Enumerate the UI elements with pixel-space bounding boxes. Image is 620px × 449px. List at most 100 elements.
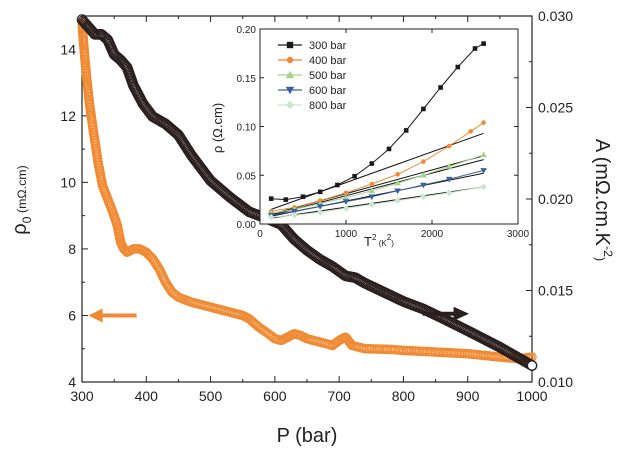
end-marker bbox=[527, 360, 537, 371]
x-tick-label: 700 bbox=[327, 388, 351, 404]
inset-data-point bbox=[421, 106, 426, 112]
inset-data-point bbox=[446, 143, 452, 149]
y-left-tick-label: 10 bbox=[60, 174, 76, 190]
y-right-tick-label: 0.025 bbox=[538, 100, 573, 116]
inset-data-point bbox=[445, 163, 453, 169]
inset-x-axis-title-part: ) bbox=[391, 239, 394, 248]
inset-data-point bbox=[317, 189, 323, 195]
x-tick-label: 800 bbox=[392, 388, 416, 404]
inset-data-point bbox=[268, 196, 274, 201]
inset-y-tick-label: 0.10 bbox=[237, 123, 257, 134]
y-right-axis-title-part: ) bbox=[593, 257, 607, 261]
inset-frame bbox=[259, 28, 519, 225]
inset-data-point bbox=[267, 213, 275, 221]
inset-data-point bbox=[395, 171, 400, 177]
legend-marker bbox=[285, 70, 295, 79]
inset-data-point bbox=[420, 182, 427, 189]
y-left-axis-title-part: 0 bbox=[20, 216, 34, 223]
x-tick-label: 900 bbox=[456, 388, 480, 404]
arrow-left-head bbox=[88, 308, 103, 323]
inset-data-point bbox=[283, 197, 289, 202]
legend-label: 600 bar bbox=[309, 85, 347, 97]
inset-data-point bbox=[403, 128, 409, 133]
y-left-tick-label: 12 bbox=[60, 108, 76, 124]
inset-x-tick-label: 2000 bbox=[421, 229, 444, 240]
inset-x-tick-label: 0 bbox=[257, 229, 263, 240]
inset-x-tick-label: 1000 bbox=[335, 229, 358, 240]
y-right-axis-title: A (mΩ.cm.K-2) bbox=[591, 139, 615, 261]
main-plot: 300 400 500 600 700 800 900 1000 4 6 8 10 12 14 0.010 0… bbox=[9, 8, 615, 447]
x-axis-title: P (bar) bbox=[277, 425, 338, 447]
inset-data-point bbox=[342, 199, 350, 205]
x-tick-label: 1000 bbox=[516, 388, 547, 404]
legend-label: 500 bar bbox=[309, 70, 347, 82]
inset-data-point bbox=[481, 120, 486, 125]
inset-y-tick-label: 0.15 bbox=[237, 74, 257, 85]
inset-fit-line bbox=[271, 159, 484, 216]
inset-data-point bbox=[368, 187, 376, 194]
inset-data-point bbox=[386, 146, 392, 152]
inset-data-point bbox=[394, 197, 401, 204]
inset-series-line bbox=[271, 43, 484, 201]
inset-data-point bbox=[343, 190, 349, 196]
inset-data-point bbox=[394, 179, 401, 186]
legend-marker bbox=[285, 86, 295, 95]
inset-plot: 0 1000 2000 3000 0.00 0.05 0.10 0.15 0.20 T2 (K2)… bbox=[210, 25, 530, 249]
inset-y-tick-label: 0.05 bbox=[237, 171, 257, 182]
legend-marker bbox=[285, 100, 295, 110]
inset-data-point bbox=[445, 189, 453, 197]
legend-marker bbox=[286, 41, 294, 49]
x-axis-title-part: P (bar) bbox=[277, 425, 338, 447]
inset-x-axis-title-part: 2 bbox=[372, 233, 377, 242]
inset-x-axis-title-part: T bbox=[364, 234, 372, 249]
inset-data-point bbox=[420, 171, 427, 178]
inset-series-line bbox=[271, 122, 484, 212]
y-left-tick-label: 6 bbox=[68, 307, 76, 323]
inset-data-point bbox=[316, 204, 324, 210]
inset-data-point bbox=[394, 188, 401, 195]
y-left-axis-title: ρ0 (mΩ.cm) bbox=[9, 165, 34, 235]
inset-x-tick-label: 3000 bbox=[507, 229, 530, 240]
arrow-right-head bbox=[453, 306, 469, 321]
inset-data-point bbox=[468, 129, 474, 134]
y-right-axis-title-part: -2 bbox=[601, 246, 615, 257]
y-right-tick-label: 0.015 bbox=[538, 283, 573, 299]
y-right-axis-title-part: A (mΩ.cm.K bbox=[591, 139, 613, 247]
inset-data-point bbox=[291, 211, 298, 219]
inset-data-point bbox=[480, 151, 487, 158]
inset-data-point bbox=[369, 161, 375, 166]
inset-data-point bbox=[316, 209, 324, 216]
inset-data-point bbox=[472, 46, 478, 51]
inset-data-point bbox=[342, 194, 350, 200]
inset-data-point bbox=[369, 181, 375, 187]
inset-data-point bbox=[481, 41, 486, 46]
y-right-tick-label: 0.010 bbox=[538, 374, 573, 390]
y-right-tick-label: 0.020 bbox=[538, 191, 573, 207]
inset-data-point bbox=[421, 159, 426, 164]
x-tick-label: 600 bbox=[263, 388, 287, 404]
inset-data-point bbox=[368, 194, 376, 200]
inset-data-point bbox=[352, 173, 357, 179]
inset-y-axis-title-part: ρ (Ω.cm) bbox=[210, 103, 225, 153]
inset-y-tick-label: 0.20 bbox=[237, 25, 257, 36]
y-left-tick-label: 4 bbox=[68, 374, 76, 390]
inset-x-axis-title-part: 2 bbox=[387, 233, 392, 242]
y-left-axis-title-part: (mΩ.cm) bbox=[15, 165, 29, 216]
y-right-tick-label: 0.030 bbox=[538, 8, 573, 24]
inset-data-point bbox=[445, 176, 453, 183]
inset-data-point bbox=[291, 209, 298, 215]
inset-data-point bbox=[342, 205, 350, 212]
inset-y-axis-title: ρ (Ω.cm) bbox=[210, 103, 225, 153]
legend-marker bbox=[286, 56, 294, 64]
inset-data-point bbox=[300, 194, 306, 199]
inset-data-point bbox=[368, 201, 376, 208]
inset-data-point bbox=[480, 168, 487, 174]
inset-y-tick-label: 0.00 bbox=[237, 220, 257, 231]
x-tick-label: 400 bbox=[135, 388, 159, 404]
x-tick-label: 500 bbox=[199, 388, 223, 404]
legend-label: 300 bar bbox=[309, 40, 347, 52]
y-left-axis-title-part: ρ bbox=[9, 223, 31, 234]
inset-x-axis-title: T2 (K2) bbox=[364, 233, 394, 249]
inset-data-point bbox=[455, 64, 461, 70]
